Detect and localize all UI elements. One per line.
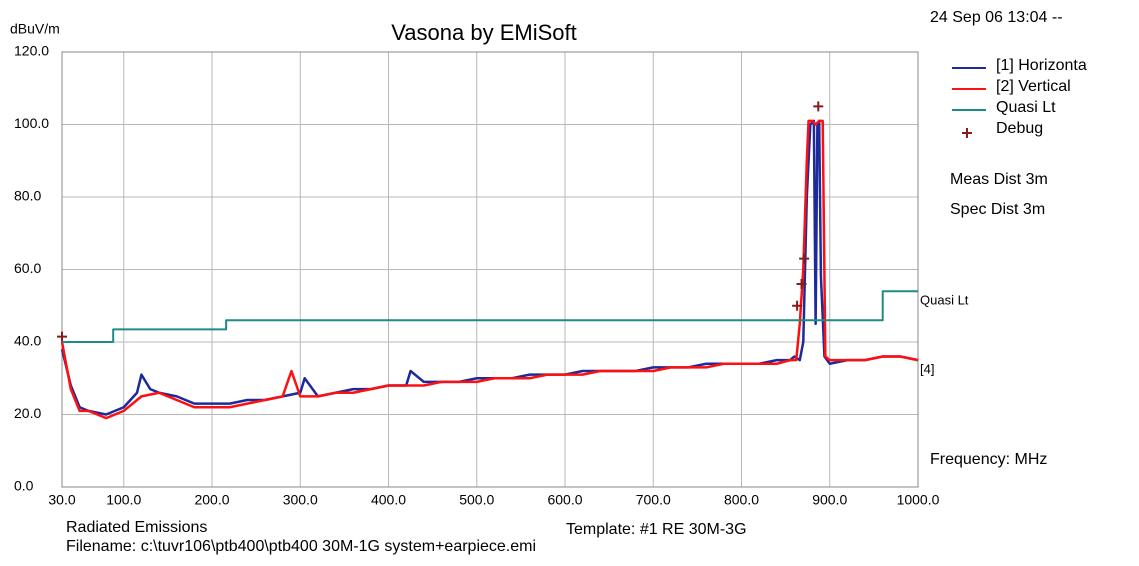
legend-label: Quasi Lt (996, 99, 1056, 116)
series-line (62, 290, 918, 343)
x-tick-label: 700.0 (636, 492, 671, 508)
x-tick-label: 1000.0 (897, 492, 940, 508)
y-tick-label: 100.0 (14, 115, 49, 131)
plot-frame (61, 51, 919, 488)
x-tick-label: 300.0 (283, 492, 318, 508)
note: Meas Dist 3m (950, 171, 1048, 188)
y-tick-label: 0.0 (14, 478, 34, 494)
footer-text: Radiated Emissions (66, 519, 207, 536)
x-tick-label: 500.0 (459, 492, 494, 508)
x-tick-label: 100.0 (106, 492, 141, 508)
x-tick-label: 900.0 (812, 492, 847, 508)
x-axis-label: Frequency: MHz (930, 451, 1047, 468)
y-tick-label: 60.0 (14, 260, 41, 276)
legend-label: [1] Horizonta (996, 57, 1087, 74)
x-tick-label: 30.0 (48, 492, 75, 508)
x-tick-label: 600.0 (547, 492, 582, 508)
x-tick-label: 400.0 (371, 492, 406, 508)
debug-marker (796, 279, 807, 289)
y-tick-label: 80.0 (14, 188, 41, 204)
x-tick-label: 200.0 (194, 492, 229, 508)
chart-title: Vasona by EMiSoft (391, 20, 576, 45)
debug-marker (57, 331, 67, 342)
y-tick-label: 120.0 (14, 43, 49, 59)
annotation: Quasi Lt (920, 293, 969, 308)
timestamp: 24 Sep 06 13:04 -- (930, 9, 1063, 26)
legend-label: [2] Vertical (996, 78, 1071, 95)
x-tick-label: 800.0 (724, 492, 759, 508)
debug-marker (813, 101, 824, 112)
y-tick-label: 40.0 (14, 333, 41, 349)
debug-marker (799, 253, 810, 264)
footer-text: Filename: c:\tuvr106\ptb400\ptb400 30M-1… (66, 538, 536, 555)
y-tick-label: 20.0 (14, 405, 41, 421)
legend-marker (962, 128, 972, 138)
y-axis-label: dBuV/m (10, 21, 60, 37)
note: Spec Dist 3m (950, 201, 1045, 218)
annotation: [4] (920, 362, 934, 377)
legend-label: Debug (996, 120, 1043, 137)
series-line (60, 119, 919, 416)
debug-marker (792, 300, 803, 311)
footer-text: Template: #1 RE 30M-3G (566, 521, 747, 538)
series-line (60, 119, 919, 420)
